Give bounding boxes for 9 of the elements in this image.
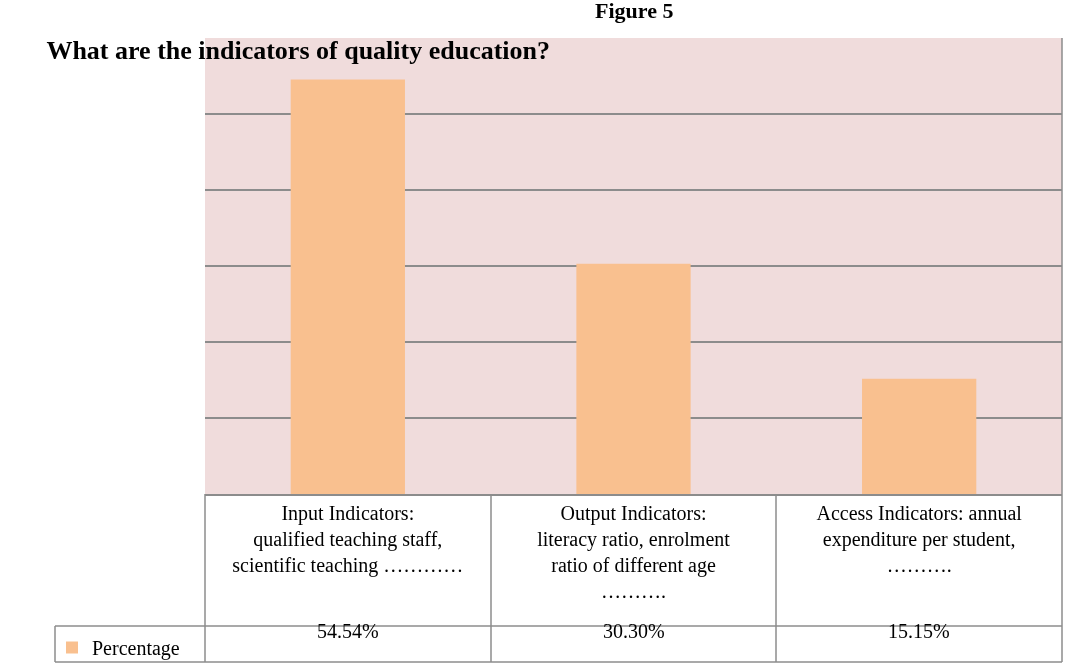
data-label: 30.30% bbox=[603, 620, 665, 642]
legend-label: Percentage bbox=[92, 637, 180, 661]
x-tick-label: Output Indicators: literacy ratio, enrolment ratio of different age ………. bbox=[537, 501, 731, 602]
x-tick-label: Access Indicators: annual expenditure per student, ………. bbox=[816, 501, 1023, 576]
caption: Figure 5 bbox=[595, 0, 674, 23]
data-label: 54.54% bbox=[317, 620, 379, 642]
data-label: 15.15% bbox=[888, 620, 950, 642]
x-tick-label: Input Indicators: qualified teaching staff, scientific teaching ………… bbox=[232, 501, 464, 577]
chart-title: What are the indicators of quality education? bbox=[46, 36, 551, 66]
